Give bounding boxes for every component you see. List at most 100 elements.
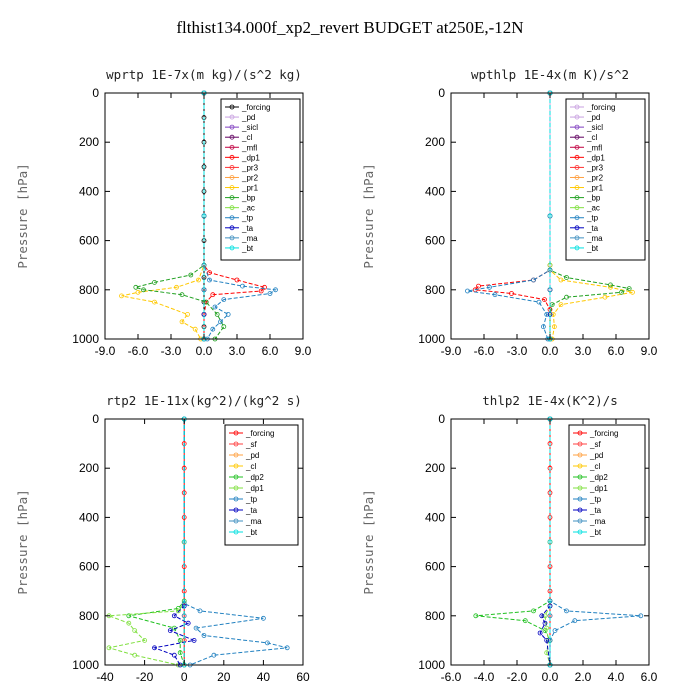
- y-tick-label: 0: [92, 86, 99, 100]
- data-point: [273, 287, 278, 293]
- legend-box: [224, 424, 299, 546]
- legend-label: _dp1: [241, 153, 260, 162]
- data-point: [542, 613, 548, 619]
- legend-marker: [577, 496, 583, 502]
- data-point: [547, 213, 553, 219]
- y-tick-label: 800: [79, 283, 99, 297]
- data-point: [126, 620, 132, 626]
- data-point: [522, 618, 528, 624]
- data-point: [258, 288, 264, 294]
- data-point: [196, 277, 201, 283]
- data-point: [602, 294, 608, 300]
- data-point: [234, 277, 240, 283]
- data-point: [141, 287, 146, 293]
- legend-label: _dp2: [589, 473, 608, 482]
- y-tick-label: 800: [425, 283, 445, 297]
- legend-label: _pd: [586, 113, 600, 122]
- legend-label: _bt: [586, 244, 599, 253]
- data-point: [544, 311, 550, 317]
- legend-label: _ta: [241, 224, 254, 233]
- data-point: [225, 311, 231, 317]
- x-tick-label: -9.0: [95, 344, 116, 358]
- legend-marker: [574, 175, 580, 180]
- legend-label: _pr3: [241, 163, 259, 172]
- panel-title: thlp2 1E-4x(K^2)/s: [482, 393, 617, 408]
- data-point: [572, 618, 578, 624]
- x-tick-label: -40: [96, 670, 114, 684]
- y-axis-label: Pressure [hPa]: [15, 163, 30, 268]
- legend-label: _cl: [245, 462, 256, 471]
- legend-label: _pd: [245, 451, 259, 460]
- legend-marker: [233, 463, 239, 469]
- legend-marker: [577, 452, 583, 458]
- legend-marker: [577, 463, 583, 469]
- data-point: [465, 288, 470, 294]
- series-line-pr1: [549, 93, 633, 340]
- data-point: [152, 645, 157, 651]
- legend-label: _bt: [245, 528, 258, 537]
- y-tick-label: 200: [425, 135, 445, 149]
- legend-marker: [577, 485, 583, 491]
- legend-marker: [574, 104, 580, 110]
- legend-label: _tp: [241, 214, 254, 223]
- data-point: [152, 299, 157, 305]
- data-point: [487, 284, 492, 290]
- x-tick-label: 0.0: [542, 670, 559, 684]
- series-line-dp1: [203, 93, 266, 339]
- legend-label: _cl: [589, 462, 600, 471]
- y-tick-label: 200: [79, 461, 99, 475]
- legend-marker: [233, 507, 239, 513]
- data-point: [552, 628, 558, 633]
- x-tick-label: -3.0: [161, 344, 182, 358]
- panel-title: wpthlp 1E-4x(m K)/s^2: [471, 67, 629, 82]
- legend-label: _bt: [241, 244, 254, 253]
- data-point: [638, 613, 644, 619]
- data-point: [201, 633, 207, 638]
- panel-rtp2: rtp2 1E-11x(kg^2)/(kg^2 s) Pressure [hPa]…: [15, 393, 310, 684]
- legend-label: _pr2: [586, 173, 604, 182]
- legend-marker: [574, 134, 580, 140]
- legend-marker: [574, 245, 580, 251]
- legend-marker: [574, 205, 580, 211]
- series-line-dp1: [108, 419, 185, 666]
- legend-marker: [229, 154, 235, 160]
- legend-label: _dp1: [586, 153, 605, 162]
- x-tick-label: 2.0: [575, 670, 592, 684]
- legend-marker: [229, 104, 235, 110]
- legend-label: _mfl: [586, 143, 602, 152]
- legend-marker: [229, 164, 235, 170]
- legend-marker: [574, 235, 580, 241]
- legend-label: _sicl: [586, 123, 603, 132]
- data-point: [203, 299, 209, 305]
- data-point: [544, 625, 550, 631]
- data-point: [177, 638, 183, 643]
- x-tick-label: 20: [217, 670, 231, 684]
- data-point: [192, 326, 198, 332]
- series-line-dp1: [544, 419, 551, 666]
- legend-box: [565, 98, 646, 261]
- legend-label: _pd: [241, 113, 255, 122]
- x-tick-label: 0.0: [542, 344, 559, 358]
- data-point: [267, 291, 273, 296]
- legend-label: _pr1: [241, 184, 259, 193]
- data-point: [167, 628, 173, 633]
- legend-label: _ma: [245, 517, 262, 526]
- legend-label: _ma: [589, 517, 606, 526]
- data-point: [531, 277, 536, 283]
- data-point: [284, 645, 290, 651]
- data-point: [564, 275, 569, 280]
- x-tick-label: -2.0: [507, 670, 528, 684]
- data-point: [207, 270, 212, 276]
- series-line-tp: [203, 93, 277, 340]
- legend-label: _forcing: [245, 429, 274, 438]
- y-tick-label: 600: [79, 560, 99, 574]
- series-line-ta: [152, 419, 196, 666]
- data-point: [544, 638, 550, 643]
- legend-marker: [233, 496, 239, 502]
- legend-marker: [577, 441, 583, 447]
- data-point: [193, 625, 199, 631]
- y-tick-label: 400: [79, 510, 99, 524]
- x-tick-label: -4.0: [474, 670, 495, 684]
- legend-marker: [574, 225, 580, 231]
